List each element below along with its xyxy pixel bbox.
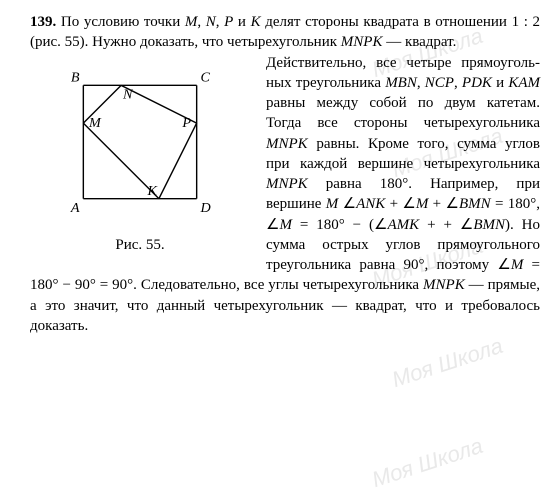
svg-text:A: A — [70, 199, 80, 215]
svg-text:B: B — [71, 69, 80, 85]
svg-text:C: C — [200, 69, 210, 85]
problem-page: 139. По условию точки M, N, P и K де­лят… — [0, 0, 558, 348]
svg-text:M: M — [88, 114, 102, 130]
figure-55: A B C D M N P K Рис. 55. — [30, 57, 250, 256]
svg-text:K: K — [147, 182, 159, 198]
svg-text:N: N — [122, 86, 134, 102]
watermark: Моя Школа — [369, 433, 486, 493]
intro-paragraph: 139. По условию точки M, N, P и K де­лят… — [30, 12, 540, 53]
svg-text:P: P — [181, 114, 191, 130]
svg-text:D: D — [199, 199, 211, 215]
figure-svg: A B C D M N P K — [40, 57, 240, 227]
problem-number: 139. — [30, 14, 56, 30]
figure-caption: Рис. 55. — [30, 235, 250, 255]
intro-text: По условию точки M, N, P и K де­лят стор… — [30, 14, 540, 50]
